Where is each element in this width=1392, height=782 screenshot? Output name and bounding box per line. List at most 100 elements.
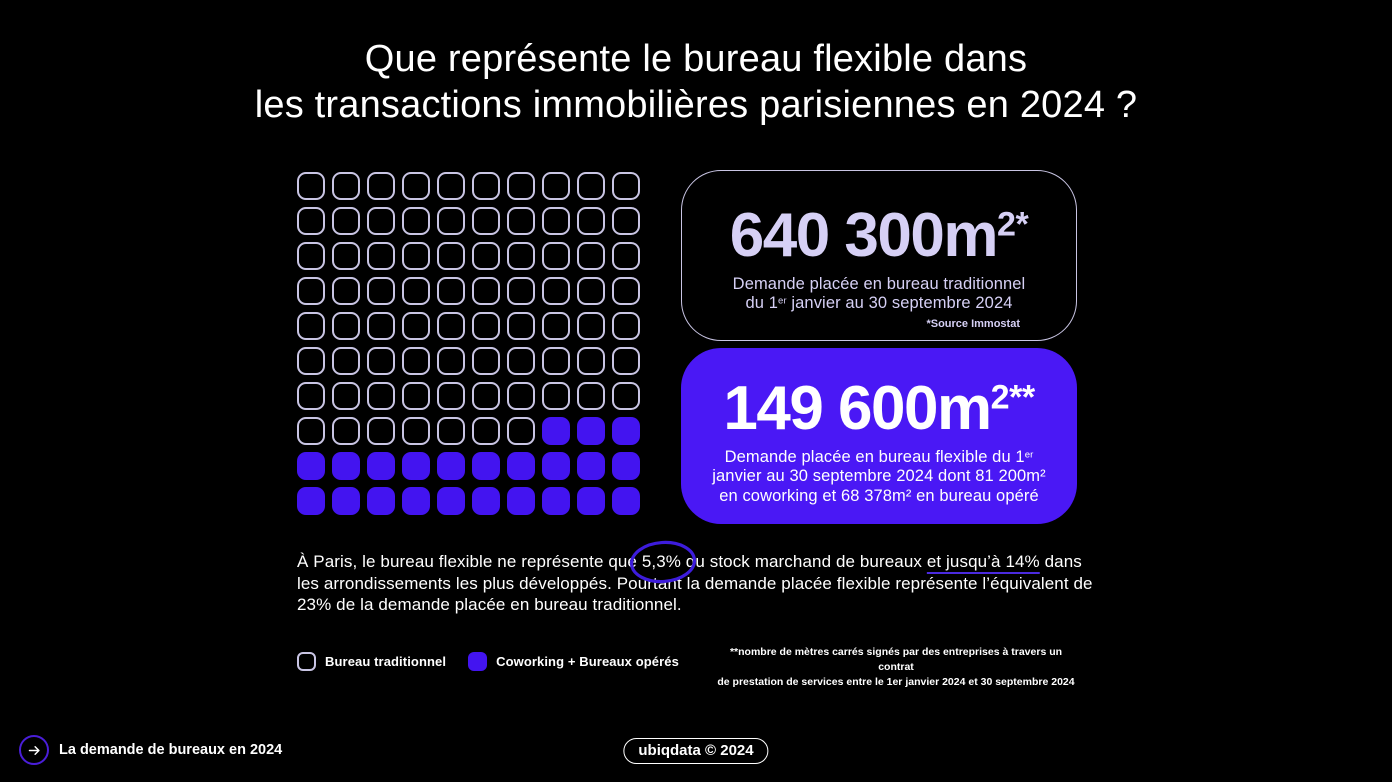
footer-nav-label: La demande de bureaux en 2024	[59, 742, 283, 758]
waffle-cell-traditionnel	[577, 277, 605, 305]
waffle-cell-traditionnel	[472, 242, 500, 270]
waffle-cell-traditionnel	[612, 382, 640, 410]
waffle-cell-traditionnel	[402, 417, 430, 445]
waffle-cell-traditionnel	[472, 347, 500, 375]
stat-traditionnel-sup: 2*	[997, 205, 1029, 244]
legend-label-traditionnel: Bureau traditionnel	[325, 654, 447, 669]
stat-traditionnel-value: 640 300m2*	[729, 201, 1029, 270]
waffle-cell-traditionnel	[332, 347, 360, 375]
waffle-cell-flexible	[332, 487, 360, 515]
waffle-cell-traditionnel	[577, 172, 605, 200]
waffle-cell-traditionnel	[332, 382, 360, 410]
waffle-cell-traditionnel	[542, 207, 570, 235]
waffle-cell-flexible	[542, 417, 570, 445]
waffle-cell-flexible	[367, 487, 395, 515]
waffle-cell-traditionnel	[332, 417, 360, 445]
stat-flexible-desc: Demande placée en bureau flexible du 1er…	[712, 448, 1046, 505]
waffle-cell-traditionnel	[542, 312, 570, 340]
waffle-cell-traditionnel	[297, 347, 325, 375]
waffle-cell-traditionnel	[577, 382, 605, 410]
arrow-right-icon[interactable]	[19, 735, 49, 765]
waffle-cell-traditionnel	[542, 242, 570, 270]
waffle-cell-traditionnel	[507, 312, 535, 340]
waffle-cell-traditionnel	[437, 277, 465, 305]
waffle-cell-flexible	[297, 487, 325, 515]
waffle-cell-flexible	[612, 452, 640, 480]
waffle-cell-traditionnel	[472, 382, 500, 410]
waffle-cell-traditionnel	[367, 312, 395, 340]
waffle-cell-traditionnel	[472, 277, 500, 305]
waffle-cell-traditionnel	[542, 382, 570, 410]
page-title: Que représente le bureau flexible dans l…	[0, 36, 1392, 129]
waffle-cell-traditionnel	[542, 347, 570, 375]
waffle-cell-traditionnel	[437, 312, 465, 340]
waffle-cell-traditionnel	[402, 277, 430, 305]
waffle-cell-traditionnel	[367, 382, 395, 410]
waffle-cell-traditionnel	[297, 172, 325, 200]
waffle-cell-traditionnel	[612, 172, 640, 200]
legend-item-coworking: Coworking + Bureaux opérés	[468, 652, 679, 671]
waffle-cell-traditionnel	[507, 347, 535, 375]
legend-label-coworking: Coworking + Bureaux opérés	[496, 654, 679, 669]
legend-item-traditionnel: Bureau traditionnel	[297, 652, 446, 671]
waffle-cell-flexible	[437, 487, 465, 515]
waffle-cell-flexible	[542, 452, 570, 480]
footnote: **nombre de mètres carrés signés par des…	[716, 645, 1076, 691]
paragraph-part1: À Paris, le bureau flexible ne représent…	[297, 552, 642, 571]
waffle-cell-traditionnel	[367, 417, 395, 445]
card-bureau-traditionnel: 640 300m2* Demande placée en bureau trad…	[681, 170, 1077, 341]
waffle-cell-traditionnel	[297, 242, 325, 270]
underlined-stat-14-percent: et jusqu’à 14%	[926, 552, 1040, 571]
waffle-cell-traditionnel	[332, 242, 360, 270]
waffle-cell-traditionnel	[297, 207, 325, 235]
waffle-cell-traditionnel	[612, 312, 640, 340]
waffle-cell-traditionnel	[472, 207, 500, 235]
waffle-cell-traditionnel	[367, 242, 395, 270]
waffle-cell-traditionnel	[332, 207, 360, 235]
legend: Bureau traditionnel Coworking + Bureaux …	[297, 652, 679, 671]
waffle-cell-traditionnel	[297, 277, 325, 305]
body-paragraph: À Paris, le bureau flexible ne représent…	[297, 540, 1097, 616]
waffle-cell-traditionnel	[507, 417, 535, 445]
waffle-cell-traditionnel	[437, 242, 465, 270]
waffle-cell-flexible	[542, 487, 570, 515]
waffle-cell-traditionnel	[472, 312, 500, 340]
waffle-cell-flexible	[437, 452, 465, 480]
waffle-cell-traditionnel	[437, 207, 465, 235]
waffle-cell-flexible	[402, 487, 430, 515]
waffle-cell-traditionnel	[367, 172, 395, 200]
stat-flexible-value: 149 600m2**	[723, 374, 1035, 443]
waffle-cell-traditionnel	[367, 347, 395, 375]
waffle-cell-traditionnel	[577, 242, 605, 270]
legend-swatch-coworking	[468, 652, 488, 671]
waffle-cell-traditionnel	[577, 347, 605, 375]
waffle-cell-flexible	[367, 452, 395, 480]
stat-flexible-sup: 2**	[990, 378, 1035, 417]
waffle-cell-flexible	[332, 452, 360, 480]
waffle-cell-flexible	[577, 452, 605, 480]
footnote-line1: **nombre de mètres carrés signés par des…	[729, 646, 1063, 674]
waffle-cell-traditionnel	[507, 277, 535, 305]
waffle-cell-traditionnel	[437, 347, 465, 375]
footnote-line2: de prestation de services entre le 1er j…	[717, 676, 1075, 689]
waffle-cell-flexible	[612, 487, 640, 515]
waffle-cell-traditionnel	[612, 347, 640, 375]
page-title-line2: les transactions immobilières parisienne…	[254, 84, 1138, 127]
waffle-cell-traditionnel	[402, 382, 430, 410]
footer-nav-link[interactable]: La demande de bureaux en 2024	[19, 735, 282, 765]
waffle-cell-traditionnel	[472, 172, 500, 200]
waffle-cell-traditionnel	[507, 172, 535, 200]
waffle-cell-traditionnel	[332, 312, 360, 340]
waffle-cell-traditionnel	[332, 172, 360, 200]
credit-badge[interactable]: ubiqdata © 2024	[623, 738, 769, 764]
waffle-cell-traditionnel	[367, 277, 395, 305]
waffle-cell-traditionnel	[612, 242, 640, 270]
waffle-cell-traditionnel	[402, 242, 430, 270]
waffle-cell-flexible	[612, 417, 640, 445]
source-immostat: *Source Immostat	[926, 317, 1020, 330]
waffle-cell-traditionnel	[577, 207, 605, 235]
waffle-cell-flexible	[507, 452, 535, 480]
waffle-cell-traditionnel	[332, 277, 360, 305]
waffle-cell-traditionnel	[507, 242, 535, 270]
waffle-cell-flexible	[577, 487, 605, 515]
